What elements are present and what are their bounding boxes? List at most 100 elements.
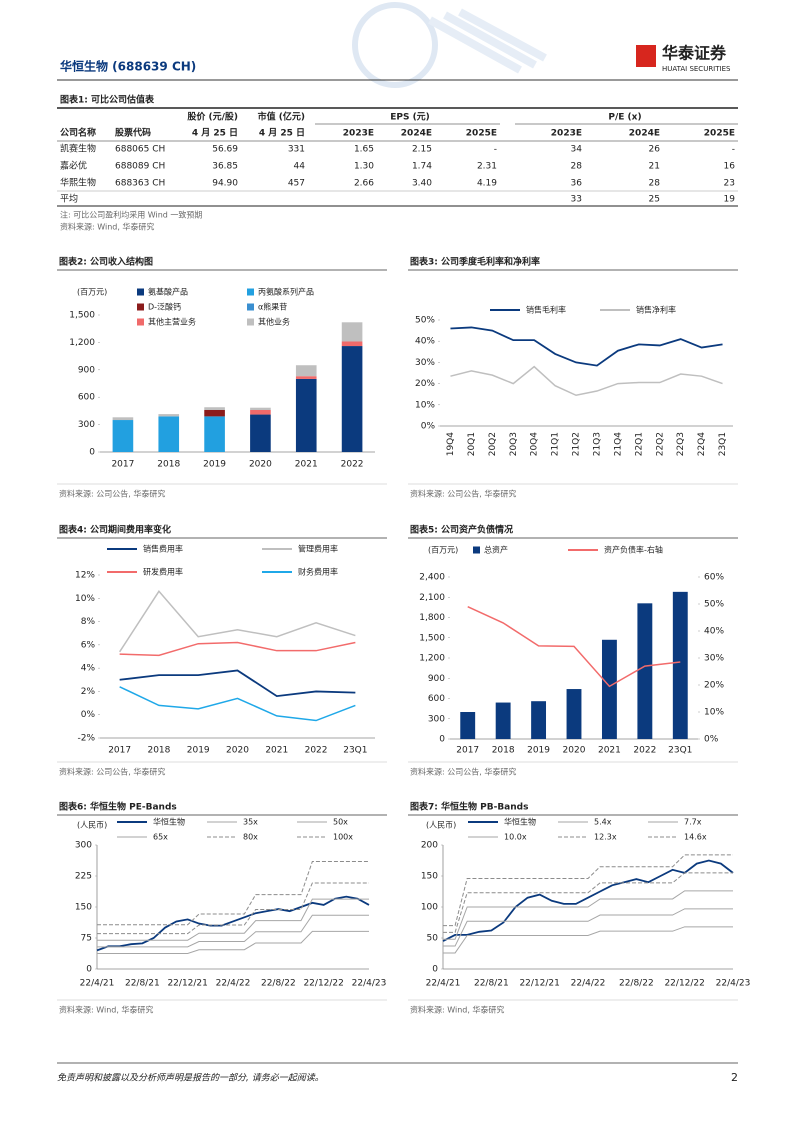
- bar: [250, 409, 271, 415]
- bar: [341, 322, 363, 342]
- table-group-header: 股价 (元/股): [187, 112, 238, 123]
- table-cell: 2.31: [477, 162, 497, 172]
- bar: [112, 417, 134, 421]
- y-tick-label: 1,500: [419, 633, 445, 643]
- legend-label: 研发费用率: [143, 567, 183, 577]
- x-tick-label: 2021: [295, 460, 318, 470]
- table-source: 资料来源: Wind, 华泰研究: [60, 222, 154, 232]
- x-tick-label: 20Q2: [488, 432, 498, 456]
- line-series: [119, 686, 356, 722]
- line-series: [467, 606, 681, 688]
- table-cell: -: [494, 145, 497, 155]
- y-tick-label: 50%: [415, 316, 435, 326]
- chart-title: 图表2: 公司收入结构图: [59, 256, 153, 268]
- legend-swatch: [247, 303, 254, 311]
- y-tick-label: 1,200: [69, 338, 95, 348]
- x-tick-label: 2019: [187, 746, 210, 756]
- y-tick-label: 0%: [421, 422, 436, 432]
- table-note: 注: 可比公司盈利均采用 Wind 一致预期: [60, 210, 202, 220]
- table-cell: 华熙生物: [60, 177, 96, 189]
- legend-label: 销售费用率: [143, 544, 183, 554]
- legend-swatch: [137, 318, 144, 326]
- table-cell: 23: [724, 179, 735, 189]
- table-group-header: P/E (x): [608, 113, 641, 123]
- y-tick-label: -2%: [77, 734, 95, 744]
- table-cell: 2.15: [412, 145, 432, 155]
- x-tick-label: 22/8/22: [261, 979, 296, 989]
- x-tick-label: 22/12/22: [664, 979, 704, 989]
- y-tick-label: 0: [86, 965, 92, 975]
- x-tick-label: 22/12/21: [167, 979, 207, 989]
- table-group-header: EPS (元): [390, 112, 430, 123]
- x-tick-label: 2021: [265, 746, 288, 756]
- x-tick-label: 21Q4: [613, 432, 623, 457]
- x-tick-label: 22/8/21: [125, 979, 160, 989]
- bar: [460, 712, 476, 739]
- legend-label: 100x: [333, 833, 353, 842]
- line-series: [119, 669, 356, 698]
- table-cell: 21: [649, 162, 660, 172]
- bar: [566, 689, 582, 739]
- chart-source: 资料来源: 公司公告, 华泰研究: [59, 489, 165, 499]
- x-tick-label: 23Q1: [718, 432, 728, 456]
- y-tick-label: 200: [421, 841, 438, 851]
- x-tick-label: 22Q3: [676, 432, 686, 456]
- x-tick-label: 23Q1: [668, 746, 692, 756]
- bar: [250, 414, 271, 452]
- y-tick-label: 225: [75, 872, 92, 882]
- bar: [158, 414, 180, 417]
- table-cell: 嘉必优: [60, 160, 87, 172]
- y-tick-label: 150: [75, 903, 92, 913]
- y-tick-label: 2,400: [419, 573, 445, 583]
- legend-label: 丙氨酸系列产品: [258, 287, 314, 297]
- table-cell: 28: [649, 179, 661, 189]
- x-tick-label: 2020: [226, 746, 249, 756]
- x-tick-label: 2017: [108, 746, 131, 756]
- chart-source: 资料来源: 公司公告, 华泰研究: [410, 767, 516, 777]
- y-tick-label: 300: [78, 420, 95, 430]
- legend-label: 销售净利率: [636, 305, 676, 315]
- chart-title: 图表7: 华恒生物 PB-Bands: [410, 801, 528, 813]
- line-series: [97, 861, 369, 926]
- y2-tick-label: 0%: [704, 735, 719, 745]
- legend-swatch: [137, 303, 144, 311]
- table-cell: 28: [571, 162, 583, 172]
- y-tick-label: 6%: [81, 640, 96, 650]
- bar: [204, 416, 225, 452]
- legend-label: 华恒生物: [153, 817, 185, 827]
- y-tick-label: 12%: [75, 571, 95, 581]
- table-cell: 3.40: [412, 179, 432, 189]
- y-tick-label: 100: [421, 903, 438, 913]
- legend-swatch: [247, 288, 254, 296]
- table-column-header: 2023E: [551, 129, 582, 139]
- y-tick-label: 900: [78, 365, 95, 375]
- x-tick-label: 19Q4: [446, 432, 456, 457]
- y-tick-label: 0%: [81, 710, 96, 720]
- line-series: [119, 590, 356, 653]
- line-series: [443, 926, 733, 954]
- bar: [250, 407, 271, 410]
- table-column-header: 股票代码: [115, 127, 151, 139]
- legend-label: 14.6x: [684, 833, 707, 842]
- x-tick-label: 22/4/21: [426, 979, 461, 989]
- page-number: 2: [731, 1071, 738, 1084]
- y-tick-label: 300: [428, 714, 445, 724]
- table-column-header: 2024E: [629, 129, 660, 139]
- y2-tick-label: 30%: [704, 654, 724, 664]
- logo-text: 华泰证券: [662, 44, 727, 63]
- bar: [531, 701, 547, 739]
- x-tick-label: 22Q4: [697, 432, 707, 457]
- table-cell: 1.30: [354, 162, 374, 172]
- header-decoration: [428, 8, 547, 74]
- x-tick-label: 2018: [147, 746, 170, 756]
- x-tick-label: 2019: [527, 746, 550, 756]
- table-cell: 36: [571, 179, 583, 189]
- table-cell: 16: [724, 162, 736, 172]
- line-series: [443, 854, 733, 927]
- x-tick-label: 21Q3: [592, 432, 602, 456]
- table-cell: 94.90: [212, 179, 238, 189]
- legend-label: 管理费用率: [298, 544, 338, 554]
- line-series: [97, 898, 369, 941]
- y-tick-label: 50: [427, 934, 439, 944]
